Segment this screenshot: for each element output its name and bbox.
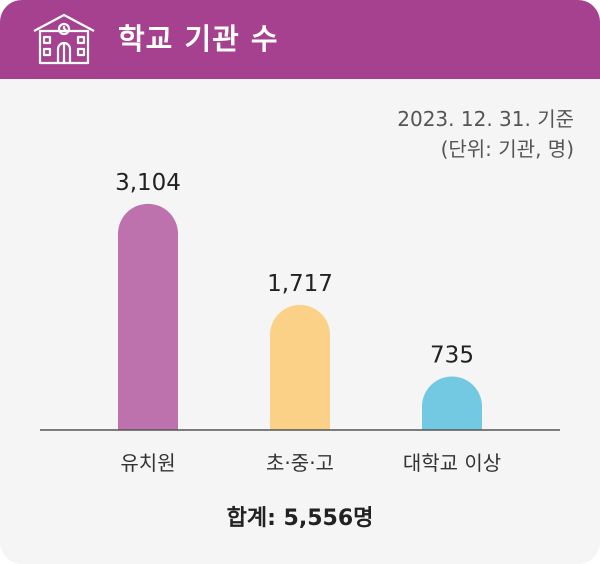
- chart-meta: 2023. 12. 31. 기준 (단위: 기관, 명): [397, 104, 574, 164]
- bar-value-label: 3,104: [115, 170, 181, 196]
- reference-date: 2023. 12. 31. 기준: [397, 107, 574, 131]
- category-label: 유치원: [120, 451, 175, 475]
- category-label: 대학교 이상: [403, 451, 501, 475]
- school-building-icon: [33, 13, 95, 65]
- unit-note: (단위: 기관, 명): [440, 137, 574, 161]
- bar-1: [118, 203, 179, 430]
- category-label: 초·중·고: [266, 451, 334, 475]
- header-bar: [0, 0, 600, 79]
- bar-3: [422, 376, 482, 430]
- bar-value-label: 1,717: [267, 271, 333, 297]
- total-summary: 합계: 5,556명: [226, 506, 374, 531]
- bar-2: [270, 304, 330, 430]
- bar-value-label: 735: [430, 342, 474, 368]
- page-title: 학교 기관 수: [118, 22, 279, 56]
